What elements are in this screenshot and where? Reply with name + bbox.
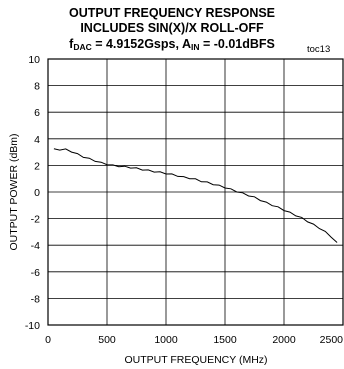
y-tick-label: -8 [31,293,40,305]
y-tick-label: -2 [31,214,40,226]
x-tick-label: 1500 [213,334,237,346]
y-tick-label: 4 [34,134,40,146]
y-tick-label: -10 [25,320,40,332]
figure-tag: toc13 [307,44,331,55]
x-tick-label: 2000 [272,334,296,346]
y-axis-label: OUTPUT POWER (dBm) [8,133,20,250]
x-axis-label: OUTPUT FREQUENCY (MHz) [124,354,267,366]
x-axis-ticks: 0 500 1000 1500 2000 2500 [45,334,343,346]
fdac-value: = 4.9152Gsps, A [91,37,191,51]
ain-value: = -0.01dBFS [199,37,275,51]
x-tick-label: 2500 [320,334,344,346]
plot-frame [47,58,344,326]
y-tick-label: 10 [28,54,40,66]
y-tick-label: -6 [31,267,40,279]
x-tick-label: 0 [45,334,51,346]
fdac-subscript: DAC [73,42,92,52]
series-line [53,148,338,243]
x-tick-label: 1000 [154,334,178,346]
ain-subscript: IN [190,42,200,52]
y-tick-label: 2 [34,160,40,172]
chart-title-line-3: fDAC = 4.9152Gsps, AIN = -0.01dBFS [0,37,344,55]
chart-title-line-1: OUTPUT FREQUENCY RESPONSE [68,6,276,20]
y-tick-label: 0 [34,187,40,199]
y-tick-label: 8 [34,81,40,93]
chart-title-line-2: INCLUDES SIN(X)/X ROLL-OFF [80,21,264,35]
y-axis-ticks: 10 8 6 4 2 0 -2 -4 -6 -8 -10 [25,54,40,332]
grid-lines [47,58,344,326]
y-tick-label: 6 [34,107,40,119]
x-tick-label: 500 [98,334,116,346]
y-tick-label: -4 [31,240,40,252]
fdac-prefix: f [69,37,74,51]
